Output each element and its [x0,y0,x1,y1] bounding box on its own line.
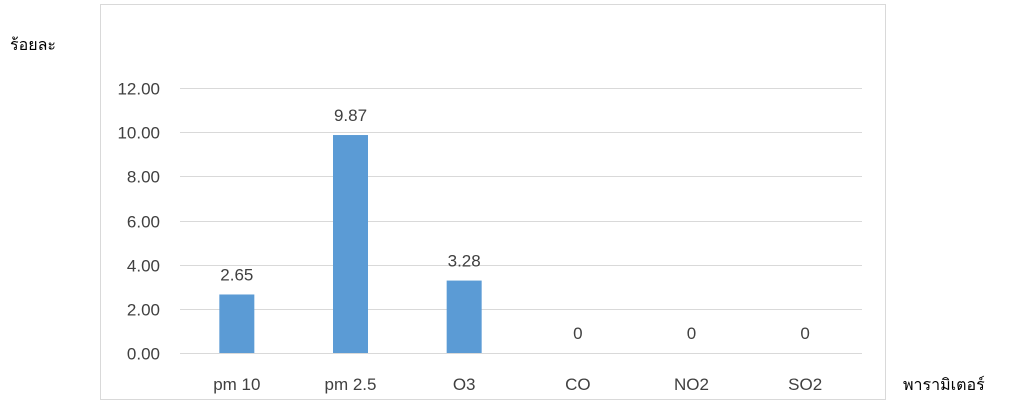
data-label: 0 [800,324,809,343]
y-tick-label: 0.00 [127,345,160,364]
y-tick-label: 8.00 [127,168,160,187]
y-tick-label: 12.00 [117,80,160,99]
bar [447,281,482,353]
data-label: 2.65 [220,265,253,284]
data-label: 3.28 [448,252,481,271]
y-tick-label: 4.00 [127,257,160,276]
chart-frame [101,5,886,400]
bar [219,294,254,353]
bar [333,135,368,353]
data-label: 0 [573,324,582,343]
x-tick-label: SO2 [788,375,822,394]
x-axis-title: พารามิเตอร์ [903,375,985,394]
y-tick-label: 10.00 [117,124,160,143]
y-axis-title: ร้อยละ [10,35,56,54]
x-tick-label: O3 [453,375,476,394]
x-tick-label: pm 10 [213,375,260,394]
y-tick-label: 6.00 [127,213,160,232]
x-tick-label: pm 2.5 [325,375,377,394]
x-tick-label: NO2 [674,375,709,394]
data-label: 0 [687,324,696,343]
data-label: 9.87 [334,106,367,125]
x-tick-label: CO [565,375,591,394]
y-tick-label: 2.00 [127,301,160,320]
